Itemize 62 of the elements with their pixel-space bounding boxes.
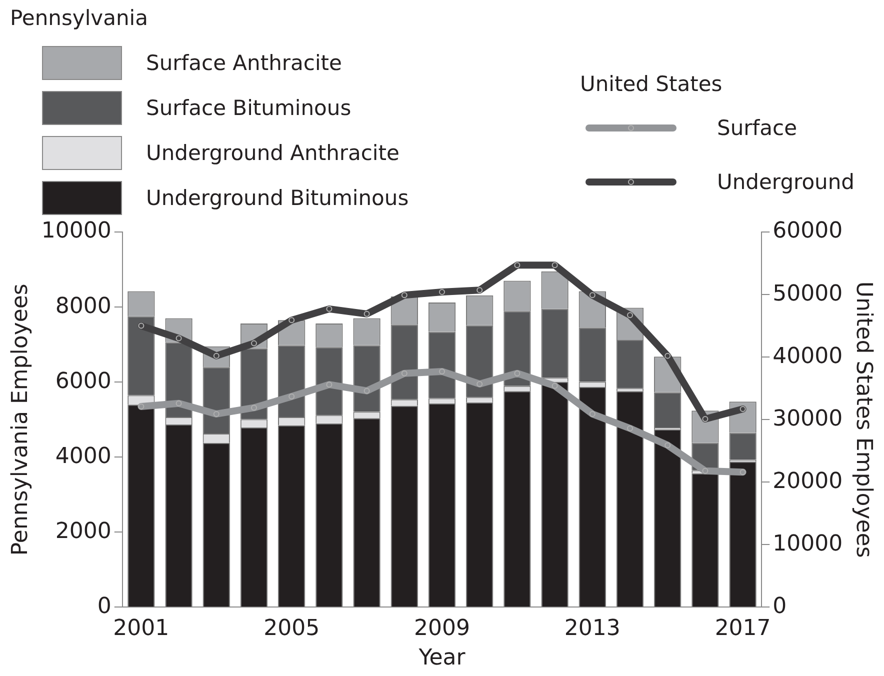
point	[476, 287, 483, 294]
point	[439, 368, 445, 374]
y2-tick-label: 40000	[772, 344, 843, 369]
y2-tick-label: 60000	[772, 218, 843, 244]
point	[514, 262, 520, 268]
legend-label: Underground Anthracite	[146, 141, 400, 165]
point	[702, 468, 708, 474]
y2-tick-label: 0	[772, 594, 787, 619]
point	[176, 400, 182, 406]
point	[702, 416, 708, 422]
x-tick-label: 2017	[714, 616, 771, 642]
y-tick-label: 8000	[55, 294, 112, 319]
point	[401, 292, 408, 298]
point	[250, 340, 257, 346]
text: United States	[580, 72, 722, 96]
point	[326, 382, 332, 388]
y2-tick-label: 50000	[772, 281, 843, 306]
legend-label: Underground Bituminous	[146, 186, 409, 210]
point	[664, 352, 671, 359]
point	[476, 380, 483, 387]
point	[627, 425, 634, 432]
point	[138, 403, 144, 410]
point	[514, 370, 520, 376]
point	[740, 406, 746, 412]
y2-tick-label: 10000	[772, 531, 843, 556]
legend-label: Surface	[717, 116, 798, 140]
y-axis-title: Pennsylvania Employees	[8, 284, 33, 556]
x-axis-title: Year	[418, 646, 466, 671]
y2-axis-title: United States Employees	[851, 281, 876, 558]
legend-label: Surface Anthracite	[146, 51, 342, 75]
point	[250, 404, 257, 411]
y-tick-label: 0	[97, 594, 112, 619]
legend-title: Pennsylvania	[10, 6, 148, 30]
point	[401, 370, 408, 376]
x-tick-label: 2001	[113, 616, 170, 642]
y2-tick-label: 30000	[772, 406, 843, 432]
legend-label: Surface Bituminous	[146, 96, 352, 120]
x-tick-label: 2009	[414, 616, 470, 642]
point	[288, 393, 295, 400]
y-tick-label: 10000	[41, 218, 112, 244]
point	[552, 262, 558, 268]
y-tick-label: 4000	[55, 444, 112, 469]
x-tick-label: 2005	[264, 616, 320, 642]
x-tick-label: 2013	[564, 616, 620, 642]
point	[589, 410, 596, 417]
point	[439, 289, 445, 296]
point	[213, 410, 220, 417]
point	[740, 469, 746, 476]
point	[627, 312, 634, 318]
y-tick-label: 2000	[55, 518, 112, 544]
point	[364, 388, 370, 394]
point	[138, 322, 144, 329]
point	[364, 310, 370, 317]
legend-label: Underground	[717, 170, 854, 194]
point	[552, 382, 558, 389]
point	[326, 306, 332, 312]
y-tick-label: 6000	[55, 368, 112, 394]
point	[288, 317, 295, 324]
point	[589, 292, 596, 298]
point	[176, 335, 182, 342]
y2-tick-label: 20000	[772, 468, 843, 494]
point	[664, 442, 671, 448]
